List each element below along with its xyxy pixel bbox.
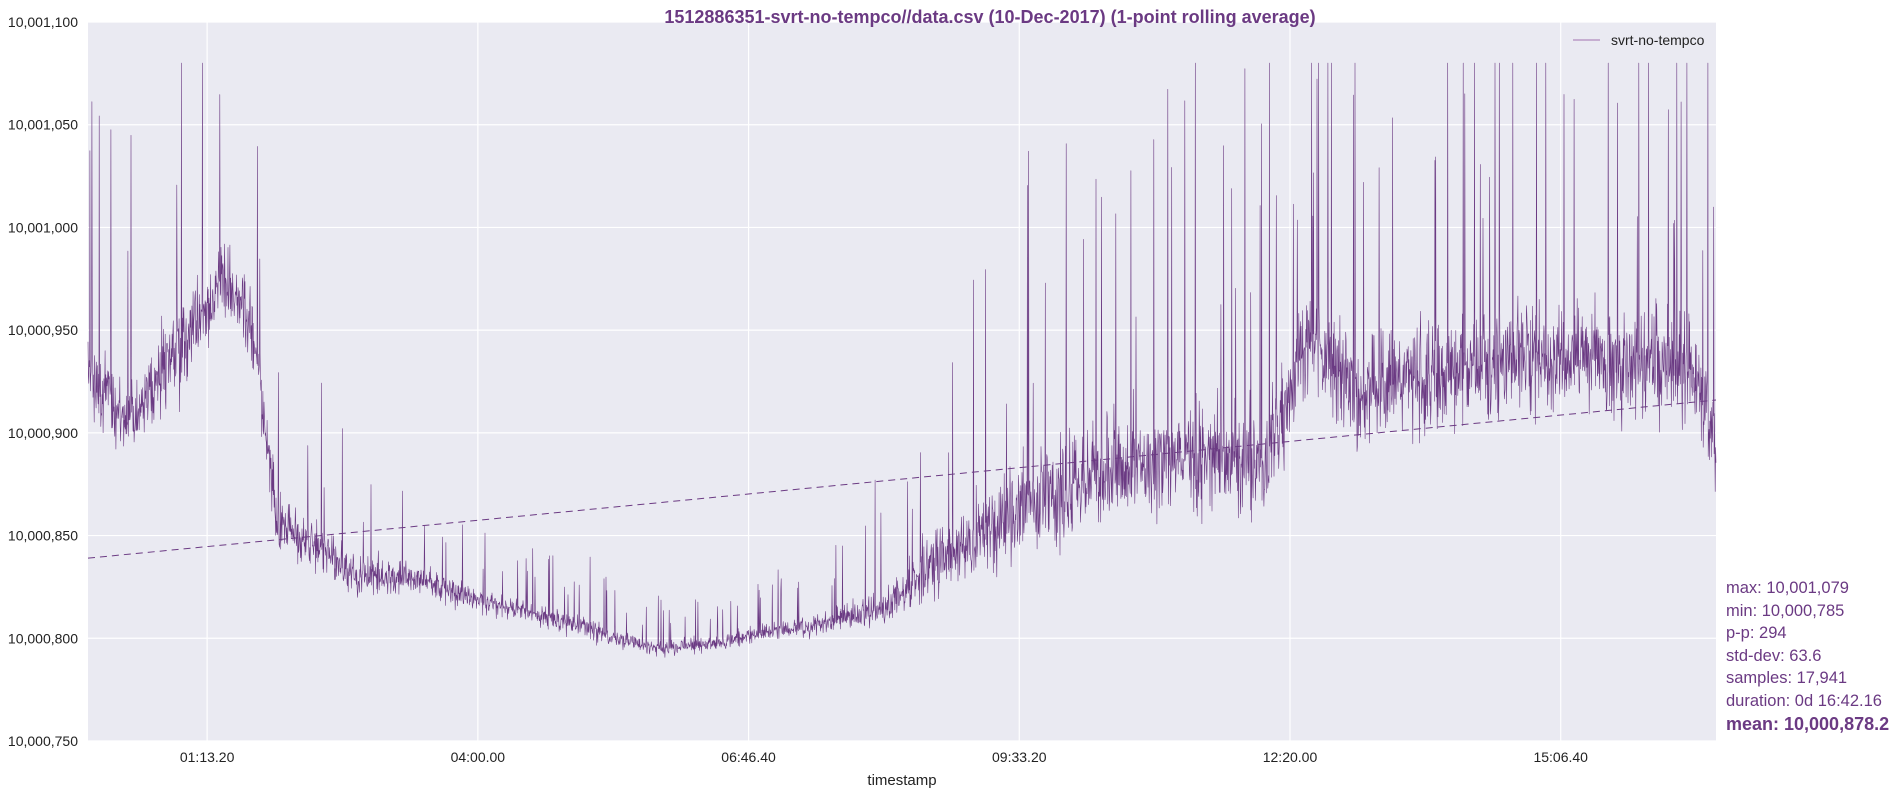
ticks: 10,000,750 10,000,800 10,000,850 10,000,900… [8,14,1588,765]
grid [88,21,1716,742]
y-tick-label: 10,000,800 [8,630,78,646]
x-tick-label: 09:33.20 [992,749,1047,765]
y-tick-label: 10,001,000 [8,219,78,235]
stat-duration: duration: 0d 16:42.16 [1726,691,1882,710]
series-line-svrt-no-tempco [87,62,1717,658]
y-tick-label: 10,000,950 [8,322,78,338]
x-tick-label: 06:46.40 [721,749,776,765]
x-tick-label: 04:00.00 [451,749,506,765]
stat-samples: samples: 17,941 [1726,669,1848,688]
stat-min: min: 10,000,785 [1726,601,1845,620]
y-tick-label: 10,000,900 [8,425,78,441]
y-tick-label: 10,000,850 [8,528,78,544]
stat-peak-to-peak: p-p: 294 [1726,624,1787,643]
stat-mean: mean: 10,000,878.2 [1726,713,1890,734]
y-tick-label: 10,000,750 [8,733,78,749]
x-tick-label: 15:06.40 [1533,749,1588,765]
trend-line [87,399,1717,559]
x-tick-label: 12:20.00 [1263,749,1318,765]
stats-panel: max: 10,001,079 min: 10,000,785 p-p: 294… [1726,577,1889,735]
stat-std-dev: std-dev: 63.6 [1726,646,1822,665]
x-tick-label: 01:13.20 [180,749,235,765]
legend-label: svrt-no-tempco [1611,32,1705,48]
x-axis-label: timestamp [867,772,936,789]
y-tick-label: 10,001,050 [8,117,78,133]
data-layer [87,62,1717,658]
chart-title: 1512886351-svrt-no-tempco//data.csv (10-… [664,7,1315,27]
y-tick-label: 10,001,100 [8,14,78,30]
legend: svrt-no-tempco [1573,32,1705,48]
stat-max: max: 10,001,079 [1726,579,1849,597]
